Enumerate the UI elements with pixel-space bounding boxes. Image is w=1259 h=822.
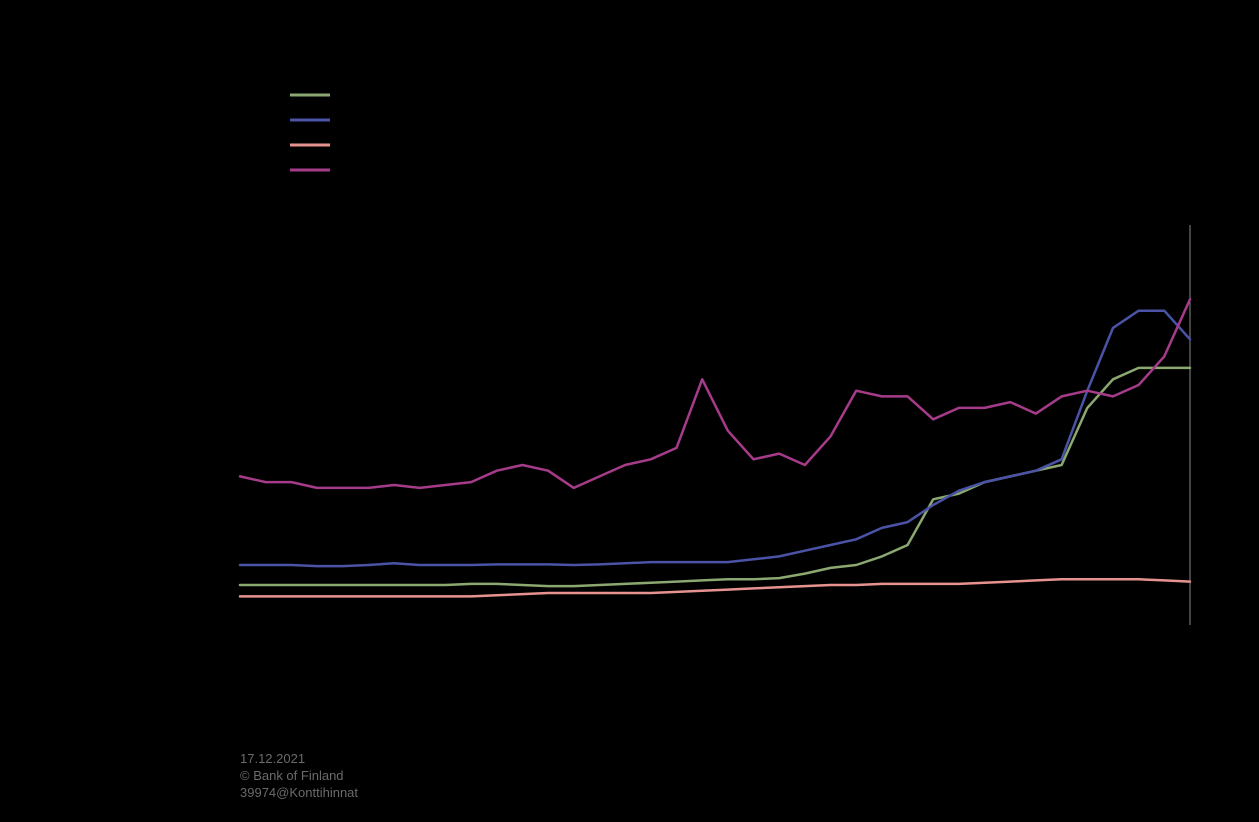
footer-date: 17.12.2021	[240, 751, 305, 766]
series-line	[240, 368, 1190, 586]
footer-code: 39974@Konttihinnat	[240, 785, 358, 800]
y-tick-label: 3000	[199, 446, 230, 462]
series-line	[240, 579, 1190, 596]
y-tick-label: 5000	[199, 331, 230, 347]
y-tick-label: 4000	[199, 388, 230, 404]
line-chart: Global Container Index Shanghai–Rotterdam…	[0, 0, 1259, 822]
x-tick-label: 2021	[918, 637, 949, 653]
y-tick-label: 1000	[199, 560, 230, 576]
series-line	[240, 299, 1190, 488]
legend-label: Global Container Index	[340, 87, 494, 104]
y-tick-label: 2000	[199, 503, 230, 519]
chart-container: { "chart": { "type": "line", "background…	[0, 0, 1259, 822]
x-tick-label: 2019	[301, 637, 332, 653]
y-tick-label: 7000	[199, 217, 230, 233]
series-line	[240, 311, 1190, 566]
legend-label: Shanghai–Rotterdam	[340, 112, 482, 129]
y-tick-label: 0	[222, 617, 230, 633]
footer-copyright: © Bank of Finland	[240, 768, 344, 783]
chart-footer: 17.12.2021 © Bank of Finland 39974@Kontt…	[240, 751, 358, 802]
legend-label: Rotterdam–Shanghai	[340, 137, 482, 154]
x-tick-label: 2020	[610, 637, 641, 653]
y-axis-label: USD per 40-ft container	[167, 351, 183, 498]
legend-label: Rotterdam–New York	[340, 162, 482, 179]
y-tick-label: 6000	[199, 274, 230, 290]
